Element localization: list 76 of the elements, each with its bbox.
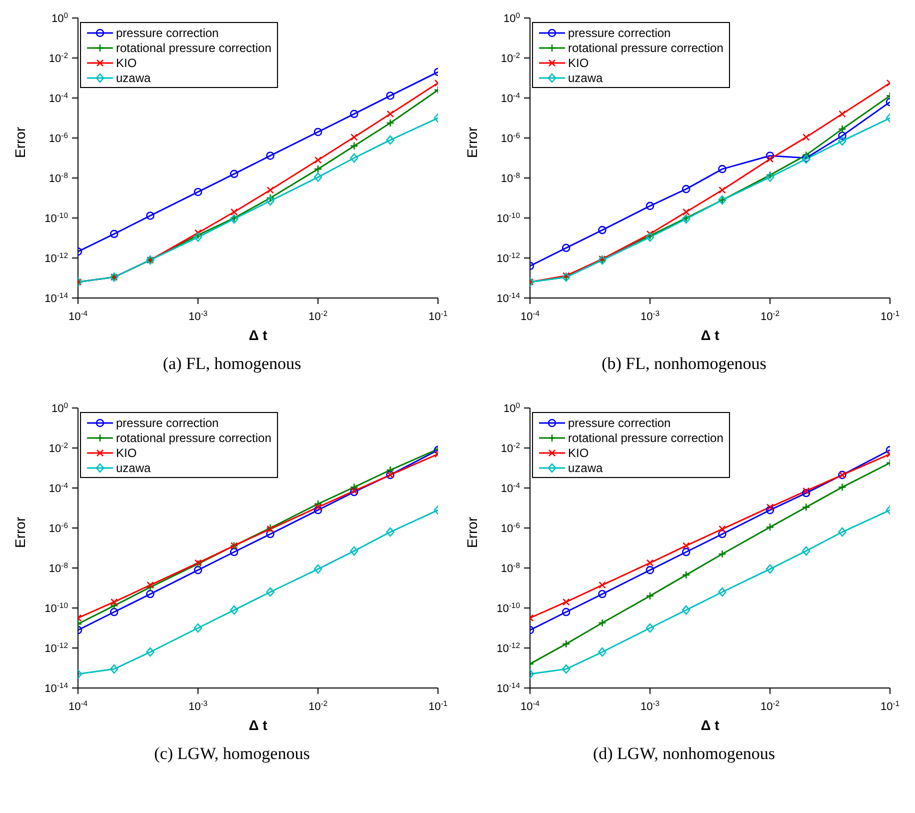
x-axis-title: Δ t: [700, 327, 720, 343]
text: (b) FL, nonhomogenous: [600, 354, 768, 375]
y-tick-label: 10$^{-8}$: [48, 560, 68, 575]
x-tick-label: 10$^{-3}$: [640, 698, 660, 713]
y-tick-label: 10$^{-4}$: [48, 480, 69, 495]
y-tick-label: 10$^{-4}$: [500, 90, 521, 105]
y-tick-label: 10$^{-10}$: [44, 600, 68, 615]
y-tick-label: 10$^{-2}$: [48, 50, 68, 65]
legend-label: pressure correction: [116, 416, 219, 430]
y-tick-label: 10$^{-6}$: [500, 520, 520, 535]
legend-label: KIO: [568, 446, 589, 460]
legend-label: rotational pressure correction: [568, 40, 724, 54]
legend-label: KIO: [116, 56, 137, 70]
y-tick-label: 10$^{0}$: [51, 400, 68, 415]
legend-label: uzawa: [568, 70, 603, 84]
x-tick-label: 10$^{-1}$: [428, 698, 448, 713]
legend-label: rotational pressure correction: [568, 430, 724, 444]
y-tick-label: 10$^{-2}$: [500, 50, 520, 65]
y-axis-title: Error: [464, 516, 480, 548]
y-tick-label: 10$^{-2}$: [48, 440, 68, 455]
y-tick-label: 10$^{-6}$: [48, 130, 68, 145]
y-tick-label: 10$^{0}$: [51, 10, 68, 25]
y-tick-label: 10$^{-12}$: [496, 250, 520, 265]
y-tick-label: 10$^{-8}$: [500, 170, 520, 185]
legend-label: KIO: [116, 446, 137, 460]
legend-label: rotational pressure correction: [116, 430, 272, 444]
x-tick-label: 10$^{-1}$: [880, 698, 900, 713]
x-axis-title: Δ t: [700, 717, 720, 733]
y-tick-label: 10$^{-6}$: [48, 520, 68, 535]
y-tick-label: 10$^{-14}$: [44, 290, 69, 305]
x-tick-label: 10$^{-3}$: [188, 308, 208, 323]
x-tick-label: 10$^{-3}$: [640, 308, 660, 323]
x-tick-label: 10$^{-1}$: [428, 308, 448, 323]
y-tick-label: 10$^{-12}$: [496, 640, 520, 655]
x-tick-label: 10$^{-2}$: [760, 698, 780, 713]
y-tick-label: 10$^{-4}$: [500, 480, 521, 495]
y-tick-label: 10$^{-14}$: [496, 680, 521, 695]
x-tick-label: 10$^{-4}$: [520, 698, 540, 713]
y-tick-label: 10$^{-14}$: [44, 680, 69, 695]
legend-label: KIO: [568, 56, 589, 70]
x-axis-title: Δ t: [248, 327, 268, 343]
text: (a) FL, homogenous: [162, 354, 302, 375]
y-tick-label: 10$^{-8}$: [500, 560, 520, 575]
text: (d) LGW, nonhomogenous: [592, 744, 776, 765]
x-tick-label: 10$^{-2}$: [308, 698, 328, 713]
y-axis-title: Error: [12, 516, 28, 548]
x-tick-label: 10$^{-4}$: [68, 308, 88, 323]
y-tick-label: 10$^{-4}$: [48, 90, 69, 105]
x-tick-label: 10$^{-1}$: [880, 308, 900, 323]
x-tick-label: 10$^{-4}$: [520, 308, 540, 323]
y-tick-label: 10$^{-8}$: [48, 170, 68, 185]
y-tick-label: 10$^{0}$: [503, 400, 520, 415]
y-tick-label: 10$^{0}$: [503, 10, 520, 25]
legend-label: uzawa: [568, 460, 603, 474]
text: (c) LGW, homogenous: [153, 744, 311, 765]
legend-label: pressure correction: [568, 416, 671, 430]
legend-label: rotational pressure correction: [116, 40, 272, 54]
y-tick-label: 10$^{-10}$: [496, 600, 520, 615]
y-tick-label: 10$^{-6}$: [500, 130, 520, 145]
legend-label: uzawa: [116, 70, 151, 84]
x-tick-label: 10$^{-2}$: [308, 308, 328, 323]
y-axis-title: Error: [12, 126, 28, 158]
y-tick-label: 10$^{-12}$: [44, 640, 68, 655]
x-axis-title: Δ t: [248, 717, 268, 733]
legend-label: uzawa: [116, 460, 151, 474]
y-tick-label: 10$^{-10}$: [44, 210, 68, 225]
y-tick-label: 10$^{-12}$: [44, 250, 68, 265]
x-tick-label: 10$^{-2}$: [760, 308, 780, 323]
x-tick-label: 10$^{-3}$: [188, 698, 208, 713]
y-axis-title: Error: [464, 126, 480, 158]
y-tick-label: 10$^{-14}$: [496, 290, 521, 305]
x-tick-label: 10$^{-4}$: [68, 698, 88, 713]
y-tick-label: 10$^{-2}$: [500, 440, 520, 455]
legend-label: pressure correction: [568, 26, 671, 40]
legend-label: pressure correction: [116, 26, 219, 40]
y-tick-label: 10$^{-10}$: [496, 210, 520, 225]
